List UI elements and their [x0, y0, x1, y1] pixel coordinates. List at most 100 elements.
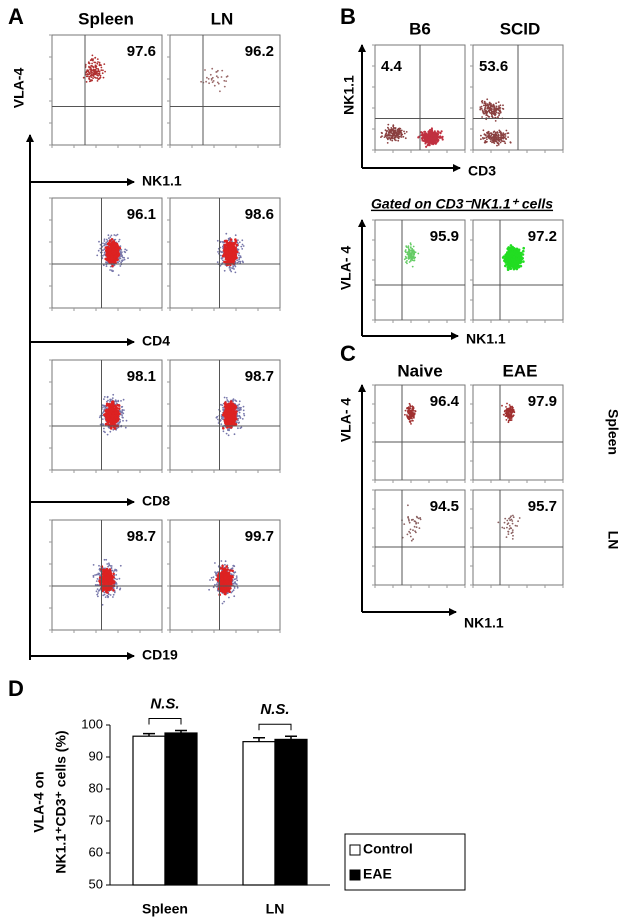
event-dot	[106, 403, 109, 406]
event-dot	[98, 250, 100, 252]
event-dot	[99, 62, 101, 64]
event-dot	[442, 138, 444, 140]
event-dot	[87, 69, 89, 71]
event-dot	[109, 269, 111, 271]
event-dot	[94, 77, 96, 79]
event-dot	[226, 397, 228, 399]
event-dot	[116, 414, 119, 417]
event-dot	[242, 244, 244, 246]
event-dot	[241, 239, 243, 241]
event-dot	[234, 433, 236, 435]
event-dot	[222, 603, 224, 605]
event-dot	[102, 72, 104, 74]
event-dot	[93, 576, 95, 578]
event-dot	[120, 249, 122, 251]
event-dot	[213, 576, 215, 578]
event-dot	[104, 238, 106, 240]
event-dot	[109, 431, 111, 433]
event-dot	[106, 591, 109, 594]
event-dot	[86, 81, 88, 83]
event-dot	[104, 396, 106, 398]
event-dot	[103, 77, 105, 79]
percentage: 98.1	[127, 368, 156, 385]
event-dot	[230, 238, 233, 241]
event-dot	[115, 259, 118, 262]
event-dot	[492, 106, 494, 108]
event-dot	[109, 413, 112, 416]
event-dot	[426, 138, 428, 140]
event-dot	[387, 142, 389, 144]
event-dot	[226, 418, 229, 421]
event-dot	[105, 596, 107, 598]
event-dot	[110, 399, 112, 401]
event-dot	[100, 69, 102, 71]
event-dot	[101, 67, 103, 69]
event-dot	[208, 82, 210, 84]
event-dot	[106, 570, 109, 573]
event-dot	[96, 63, 98, 65]
event-dot	[422, 134, 424, 136]
event-dot	[93, 70, 95, 72]
event-dot	[216, 583, 218, 585]
event-dot	[111, 567, 113, 569]
event-dot	[238, 258, 240, 260]
event-dot	[104, 406, 106, 408]
event-dot	[217, 82, 219, 84]
event-dot	[97, 592, 99, 594]
event-dot	[96, 580, 98, 582]
event-dot	[112, 406, 115, 409]
event-dot	[236, 259, 238, 261]
event-dot	[103, 398, 105, 400]
event-dot	[107, 255, 110, 258]
event-dot	[219, 90, 221, 92]
event-dot	[233, 565, 235, 567]
event-dot	[229, 402, 232, 405]
event-dot	[217, 70, 219, 72]
event-dot	[96, 590, 98, 592]
event-dot	[97, 80, 99, 82]
x-axis-label: CD3	[468, 163, 496, 179]
event-dot	[108, 571, 111, 574]
event-dot	[395, 130, 397, 132]
event-dot	[236, 244, 239, 247]
flow-plot: 98.7	[167, 360, 280, 473]
event-dot	[110, 423, 113, 426]
event-dot	[390, 127, 392, 129]
event-dot	[238, 410, 240, 412]
event-dot	[115, 411, 118, 414]
event-dot	[226, 248, 229, 251]
event-dot	[117, 247, 120, 250]
event-dot	[112, 394, 114, 396]
event-dot	[104, 578, 107, 581]
event-dot	[221, 258, 223, 260]
event-dot	[102, 406, 104, 408]
event-dot	[238, 404, 240, 406]
event-dot	[233, 595, 235, 597]
event-dot	[225, 233, 227, 235]
event-dot	[498, 115, 500, 117]
event-dot	[107, 415, 110, 418]
event-dot	[221, 565, 224, 568]
event-dot	[92, 72, 94, 74]
event-dot	[495, 120, 497, 122]
event-dot	[234, 247, 237, 250]
event-dot	[226, 409, 229, 412]
event-dot	[108, 249, 111, 252]
event-dot	[236, 415, 238, 417]
event-dot	[111, 246, 114, 249]
event-dot	[92, 77, 94, 79]
event-dot	[234, 571, 236, 573]
event-dot	[109, 578, 112, 581]
event-dot	[123, 399, 125, 401]
event-dot	[93, 62, 95, 64]
event-dot	[98, 73, 100, 75]
event-dot	[397, 140, 399, 142]
event-dot	[89, 81, 91, 83]
event-dot	[386, 131, 388, 133]
event-dot	[122, 417, 124, 419]
event-dot	[225, 80, 227, 82]
event-dot	[105, 261, 107, 263]
event-dot	[388, 133, 390, 135]
event-dot	[124, 251, 126, 253]
event-dot	[230, 416, 233, 419]
